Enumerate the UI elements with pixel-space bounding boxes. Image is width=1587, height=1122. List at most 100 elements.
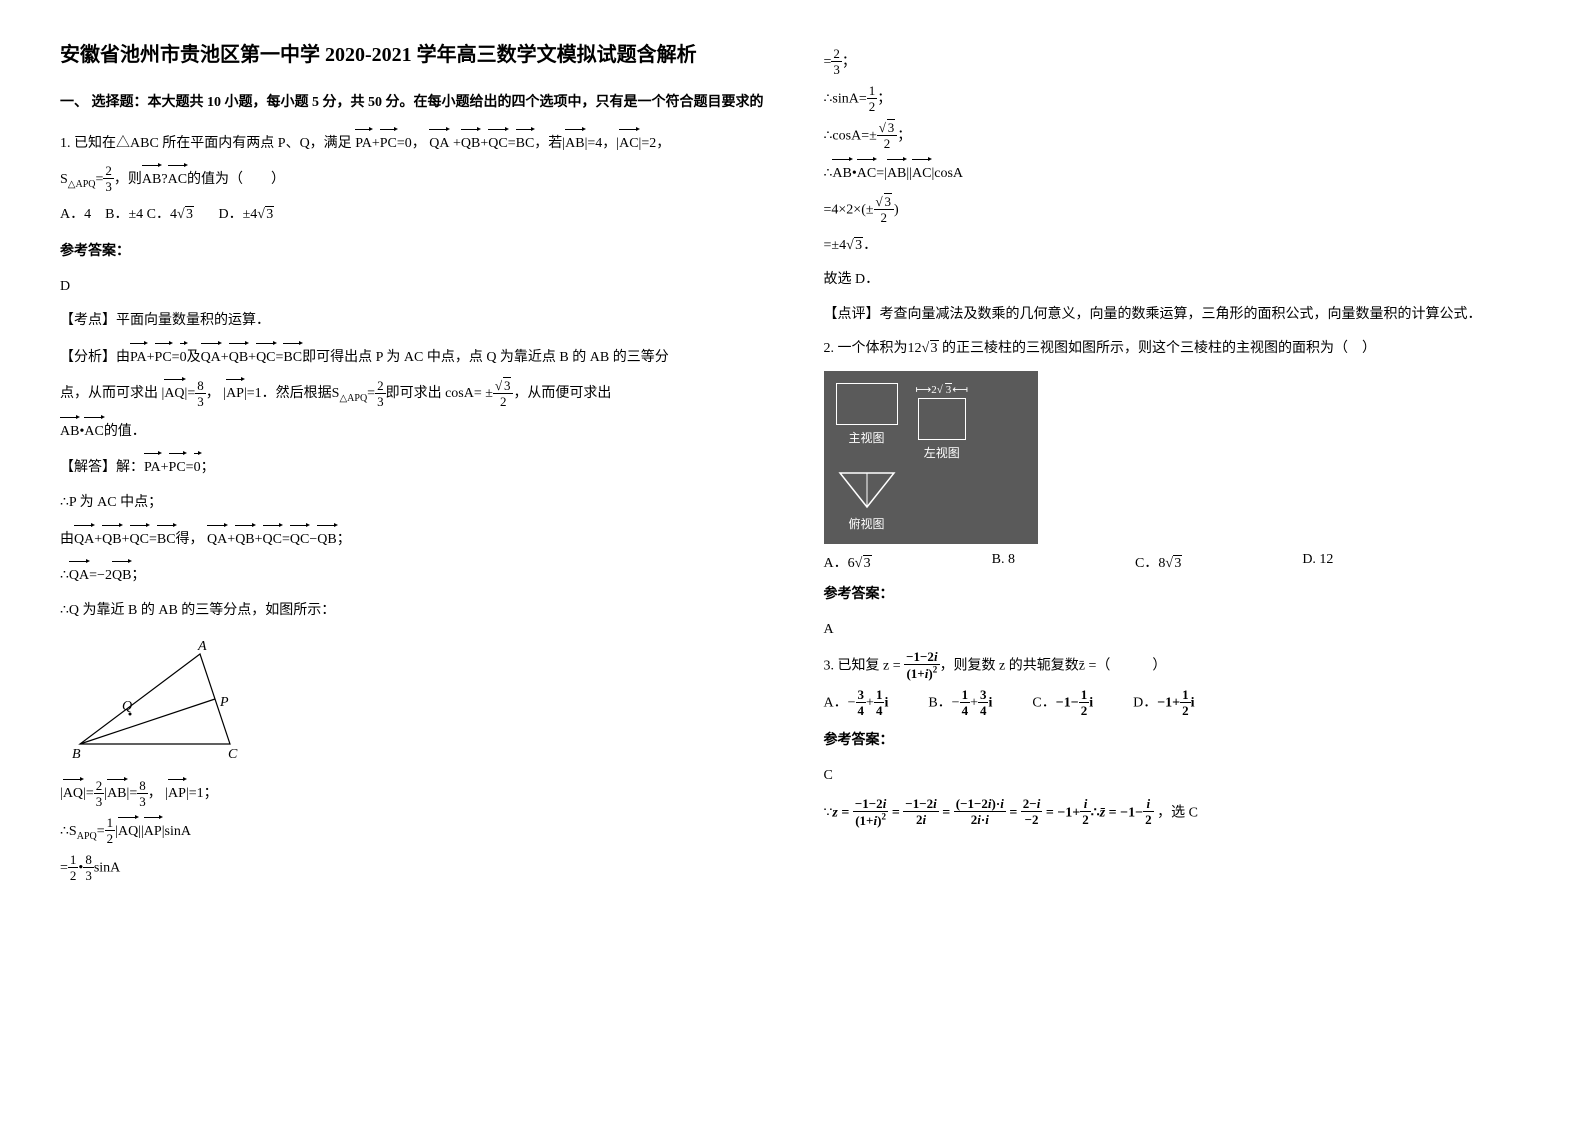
left-view-rect — [918, 398, 966, 440]
frac-2-3b: 23 — [375, 379, 386, 408]
jieda-l7-sub: APQ — [77, 830, 97, 841]
q3-z: z = — [883, 659, 901, 674]
q1-jieda-l5: ∴Q 为靠近 B 的 AB 的三等分点，如图所示： — [60, 598, 764, 625]
col2-l7: 故选 D． — [824, 267, 1528, 294]
frac-sqrt3-2c: 32 — [874, 195, 895, 224]
q2-stem-tail: 的正三棱柱的三视图如图所示，则这个三棱柱的主视图的面积为（ ） — [939, 341, 1377, 356]
frac-2-3c: 23 — [94, 779, 105, 808]
q1-optC-pre: C．4 — [147, 207, 177, 222]
q1-ab: |=4，| — [585, 136, 620, 151]
q1-jieda-l2: ∴P 为 AC 中点； — [60, 490, 764, 517]
frac-3-4: 34 — [856, 688, 867, 717]
col2-l1-pre: = — [824, 55, 832, 70]
frac-1-4: 14 — [874, 688, 885, 717]
col2-l2: ∴sinA=12； — [824, 85, 1528, 114]
jieda-l8-pre: = — [60, 861, 68, 876]
vec-qa5: QA — [69, 561, 89, 590]
col2-l3-mid: cosA=± — [832, 129, 876, 144]
jieda-eq: = — [186, 460, 194, 475]
frac-1-2: 12 — [105, 816, 116, 845]
q3-work-tail: ，选 C — [1157, 805, 1198, 820]
vec-qa: QA — [429, 129, 449, 158]
q1-fenxi-l2: 点，从而可求出 |AQ|=83， |AP|=1．然后根据S△APQ=23即可求出… — [60, 379, 764, 408]
fenxi2-eq: = — [367, 386, 375, 401]
col2-l3-tail: ； — [897, 129, 911, 144]
q3-answer: C — [824, 763, 1528, 790]
jieda-l3-mid2: 得， — [176, 532, 204, 547]
col2-l6-tail: ． — [863, 238, 877, 253]
q3w-f6: i2 — [1143, 797, 1154, 826]
frac-2-3: 23 — [103, 164, 114, 193]
vec-ac2: AC — [168, 165, 187, 194]
right-column: =23； ∴sinA=12； ∴cosA=±32； ∴AB•AC=|AB||AC… — [824, 40, 1528, 891]
fenxi3: 的值． — [104, 424, 146, 439]
frac-1-2c: 12 — [867, 84, 878, 113]
fenxi2-aq: |= — [185, 386, 196, 401]
page-columns: 安徽省池州市贵池区第一中学 2020-2021 学年高三数学文模拟试题含解析 一… — [60, 40, 1527, 891]
left-view-label: 左视图 — [924, 444, 960, 461]
vec-pa2: PA — [130, 343, 147, 372]
main-view-rect — [836, 383, 898, 425]
q1-stem-prefix: 1. 已知在△ABC 所在平面内有两点 P、Q，满足 — [60, 136, 352, 151]
frac-1-2e: 12 — [1180, 688, 1191, 717]
svg-text:A: A — [197, 639, 207, 654]
q1-stem-line2: S△APQ=23，则AB?AC的值为（ ） — [60, 165, 764, 194]
q1-l2-tail: 的值为（ ） — [187, 172, 285, 187]
q3-answer-label: 参考答案： — [824, 728, 1528, 755]
vec-qc: QC — [488, 129, 507, 158]
sqrt3-l: 3 — [1165, 556, 1182, 572]
vec-qc3: QC — [130, 525, 149, 554]
jieda-l7-s: S — [69, 824, 77, 839]
vec-pc: PC — [380, 129, 397, 158]
col2-l5-tail: ) — [894, 202, 899, 217]
left-column: 安徽省池州市贵池区第一中学 2020-2021 学年高三数学文模拟试题含解析 一… — [60, 40, 764, 891]
jieda-l4-mid: =−2 — [89, 568, 112, 583]
q1-tail: ，若| — [534, 136, 565, 151]
vec-ac: AC — [619, 129, 638, 158]
q1-l2-sub: △APQ — [68, 179, 96, 190]
jieda-tail: ； — [201, 460, 215, 475]
vec-ap: AP — [226, 379, 244, 408]
jieda-l6-mid3: |= — [127, 786, 138, 801]
q1-mid2: = — [508, 136, 516, 151]
q3w-f2: −1−2i2i — [903, 797, 938, 826]
fenxi-mid2: 及 — [187, 350, 201, 365]
q1-answer-label: 参考答案： — [60, 239, 764, 266]
q3w-f3: (−1−2i)·i2i·i — [954, 797, 1006, 826]
jieda-l3-mid: = — [149, 532, 157, 547]
q3w-f1: −1−2i(1+i)2 — [853, 797, 888, 827]
q2-answer: A — [824, 617, 1528, 644]
q1-stem-line1: 1. 已知在△ABC 所在平面内有两点 P、Q，满足 PA+PC=0， QA +… — [60, 129, 764, 158]
triangle-diagram: A B C P Q — [60, 634, 764, 769]
q1-l2-mid: ，则 — [114, 172, 142, 187]
svg-text:C: C — [228, 747, 238, 762]
vec-qb4: QB — [235, 525, 254, 554]
q1-fenxi-l3: AB•AC的值． — [60, 417, 764, 446]
vec-qa3: QA — [74, 525, 94, 554]
frac-1-2b: 12 — [68, 853, 79, 882]
vec-ac3: AC — [84, 417, 103, 446]
frac-sqrt3-2b: 32 — [877, 121, 898, 150]
jieda-l6-mid1: |= — [83, 786, 94, 801]
vec-qc2: QC — [256, 343, 275, 372]
jieda-l6-comma: ， — [148, 786, 162, 801]
vec-pc3: PC — [169, 453, 186, 482]
q3-work: ∵z = −1−2i(1+i)2 = −1−2i2i = (−1−2i)·i2i… — [824, 798, 1528, 828]
col2-l4: ∴AB•AC=|AB||AC|cosA — [824, 159, 1528, 188]
vec-aq3: AQ — [118, 817, 138, 846]
q3-optB: B．−14+34i — [928, 689, 992, 718]
frac-8-3c: 83 — [83, 853, 94, 882]
vec-ab3: AB — [60, 417, 79, 446]
sqrt3-k: 3 — [855, 556, 872, 572]
frac-1-4b: 14 — [960, 688, 971, 717]
jieda-l3-mid3: = — [282, 532, 290, 547]
q1-kaodian: 【考点】平面向量数量积的运算． — [60, 308, 764, 335]
fenxi-mid1: = — [172, 350, 180, 365]
sqrt3-w: 3 — [937, 384, 953, 396]
sqrt3-h: 3 — [876, 195, 893, 208]
jieda-l3-pre: 由 — [60, 532, 74, 547]
vec-ac5: AC — [857, 159, 876, 188]
vec-bc3: BC — [157, 525, 176, 554]
fenxi2-ap: |=1 — [244, 386, 262, 401]
q1-jieda-l4: ∴QA=−2QB； — [60, 561, 764, 590]
